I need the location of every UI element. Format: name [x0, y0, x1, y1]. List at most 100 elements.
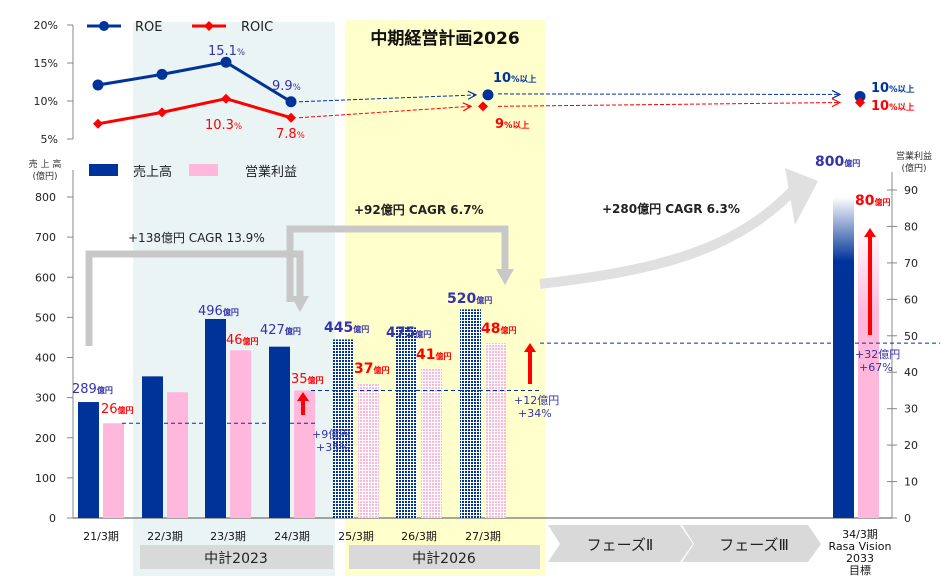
sales-tick-label: 700: [35, 231, 56, 244]
category-label: 23/3期: [210, 530, 246, 543]
phase3-chevron: [682, 525, 821, 562]
profit-bar: [103, 423, 124, 518]
rate-value: 9.9: [272, 79, 293, 94]
sales-bar: [205, 318, 226, 518]
profit-tick-label: 10: [904, 476, 918, 489]
increase-amount: +12億円: [514, 394, 559, 407]
plan2023-label: 中計2023: [204, 551, 268, 567]
profit-tick-label: 90: [904, 184, 918, 197]
profit-bar: [421, 368, 442, 518]
value: 445: [324, 320, 353, 336]
rate-unit: %以上: [889, 102, 915, 112]
unit: 億円: [243, 336, 259, 346]
rate-unit: %: [237, 47, 245, 57]
category-label: 24/3期: [274, 530, 310, 543]
increase-arrowhead: [864, 228, 876, 237]
rate-unit: %: [234, 121, 242, 131]
category-label: 22/3期: [147, 530, 183, 543]
profit-bar: [167, 392, 188, 518]
legend-roic-marker: [204, 21, 214, 31]
rate-label: 10%以上: [871, 81, 915, 96]
roe-point: [854, 90, 866, 102]
profit-tick-label: 40: [904, 366, 918, 379]
roic-point: [93, 118, 103, 129]
target-category-label: 34/3期: [842, 528, 878, 541]
rate-unit: %以上: [889, 84, 915, 94]
sales-tick-label: 600: [35, 271, 56, 284]
sales-value-label: 520億円: [447, 291, 492, 307]
sales-bar: [333, 339, 354, 518]
plan2023-box: [140, 545, 333, 569]
profit-tick-label: 60: [904, 293, 918, 306]
sales-axis-title: 売 上 高: [29, 158, 62, 170]
sales-value-label: 289億円: [72, 382, 113, 397]
legend-sales-label: 売上高: [133, 164, 172, 180]
legend-roe-marker: [99, 21, 109, 31]
value: 35: [291, 372, 308, 387]
rate-unit: %: [297, 130, 305, 140]
sales-value-label: 800億円: [815, 154, 860, 170]
increase-arrow: [301, 400, 305, 415]
increase-percent: +34%: [518, 407, 552, 420]
profit-value-label: 48億円: [481, 321, 516, 337]
value: 427: [260, 323, 285, 338]
sales-tick-label: 500: [35, 311, 56, 324]
sales-tick-label: 100: [35, 472, 56, 485]
roe-projection-line: [497, 94, 840, 95]
profit-value-label: 35億円: [291, 372, 324, 387]
profit-value-label: 46億円: [226, 333, 259, 348]
unit: 億円: [223, 307, 239, 317]
rate-value: 10: [871, 99, 889, 114]
plan2026-label: 中計2026: [412, 551, 476, 567]
sales-bar: [78, 402, 99, 518]
increase-amount: +32億円: [855, 348, 900, 361]
sales-value-label: 427億円: [260, 323, 301, 338]
target-category-label: Rasa Vision: [829, 540, 892, 553]
profit-bar: [358, 383, 379, 518]
growth-bracket-arrow: [286, 225, 509, 302]
value: 48: [481, 321, 500, 337]
rate-label: 10%以上: [871, 99, 915, 114]
roe-tick-label: 15%: [34, 57, 58, 70]
profit-bar: [485, 343, 506, 518]
roe-point: [285, 96, 297, 108]
rate-value: 10: [493, 71, 511, 86]
unit: 億円: [353, 324, 369, 334]
increase-amount: +9億円: [312, 428, 350, 441]
target-category-label: 2033: [846, 552, 874, 565]
category-label: 25/3期: [338, 530, 374, 543]
sales-tick-label: 300: [35, 392, 56, 405]
roic-projection-line: [497, 103, 840, 107]
unit: 億円: [285, 326, 301, 336]
roe-line: [97, 60, 292, 104]
rate-value: 10: [871, 81, 889, 96]
sales-value-label: 475億円: [386, 325, 431, 341]
sales-tick-label: 400: [35, 352, 56, 365]
unit: 億円: [476, 295, 492, 305]
profit-value-label: 41億円: [416, 347, 451, 363]
unit: 億円: [435, 351, 451, 361]
rate-value: 15.1: [208, 44, 237, 59]
rate-label: 10.3%: [205, 118, 242, 133]
arrowhead: [785, 168, 818, 225]
roic-projection-line: [298, 106, 471, 119]
sales-bar: [833, 197, 854, 518]
increase-arrow: [868, 236, 872, 335]
roic-point: [478, 101, 488, 112]
legend-profit-swatch: [189, 164, 218, 176]
roic-point: [286, 112, 296, 123]
value: 80: [855, 193, 875, 209]
sales-axis-unit: (億円): [32, 170, 57, 182]
sales-tick-label: 0: [49, 512, 56, 525]
rate-label: 15.1%: [208, 44, 245, 59]
value: 289: [72, 382, 97, 397]
profit-value-label: 80億円: [855, 193, 890, 209]
increase-arrow: [528, 351, 532, 384]
unit: 億円: [118, 405, 134, 415]
roe-point: [220, 56, 232, 68]
growth-curve-arrow: [539, 179, 804, 289]
profit-tick-label: 80: [904, 220, 918, 233]
profit-tick-label: 30: [904, 403, 918, 416]
profit-value-label: 26億円: [101, 402, 134, 417]
